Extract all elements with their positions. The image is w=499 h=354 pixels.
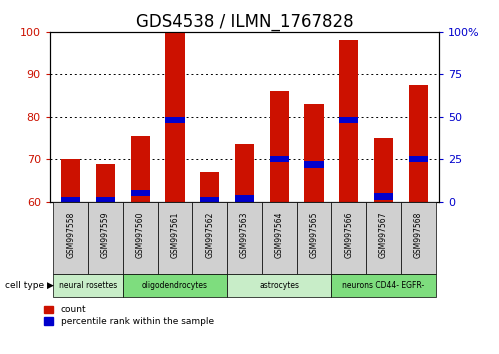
Text: GSM997568: GSM997568: [414, 211, 423, 258]
Bar: [131, 136, 150, 202]
Text: GSM997563: GSM997563: [240, 211, 249, 258]
Text: GSM997566: GSM997566: [344, 211, 353, 258]
Text: neural rosettes: neural rosettes: [59, 281, 117, 290]
Text: GSM997560: GSM997560: [136, 211, 145, 258]
Bar: [339, 117, 358, 124]
Text: cell type ▶: cell type ▶: [5, 281, 54, 290]
Bar: [96, 164, 115, 202]
Bar: [235, 144, 254, 202]
Text: GSM997558: GSM997558: [66, 211, 75, 258]
Text: GSM997565: GSM997565: [309, 211, 318, 258]
Bar: [374, 194, 393, 200]
Text: neurons CD44- EGFR-: neurons CD44- EGFR-: [342, 281, 425, 290]
Bar: [409, 156, 428, 162]
Bar: [235, 195, 254, 201]
Bar: [304, 161, 323, 167]
Bar: [61, 197, 80, 203]
Text: oligodendrocytes: oligodendrocytes: [142, 281, 208, 290]
Bar: [374, 138, 393, 202]
Text: GSM997564: GSM997564: [275, 211, 284, 258]
Text: astrocytes: astrocytes: [259, 281, 299, 290]
Text: GSM997567: GSM997567: [379, 211, 388, 258]
Bar: [96, 197, 115, 203]
Bar: [269, 91, 289, 202]
Bar: [409, 85, 428, 202]
Bar: [61, 159, 80, 202]
Bar: [339, 40, 358, 202]
Text: GSM997559: GSM997559: [101, 211, 110, 258]
Bar: [200, 197, 220, 203]
Text: GSM997561: GSM997561: [171, 211, 180, 258]
Bar: [166, 117, 185, 124]
Bar: [166, 32, 185, 202]
Title: GDS4538 / ILMN_1767828: GDS4538 / ILMN_1767828: [136, 13, 353, 30]
Bar: [269, 156, 289, 162]
Bar: [200, 172, 220, 202]
Legend: count, percentile rank within the sample: count, percentile rank within the sample: [44, 306, 214, 326]
Bar: [131, 190, 150, 196]
Text: GSM997562: GSM997562: [205, 211, 214, 258]
Bar: [304, 104, 323, 202]
